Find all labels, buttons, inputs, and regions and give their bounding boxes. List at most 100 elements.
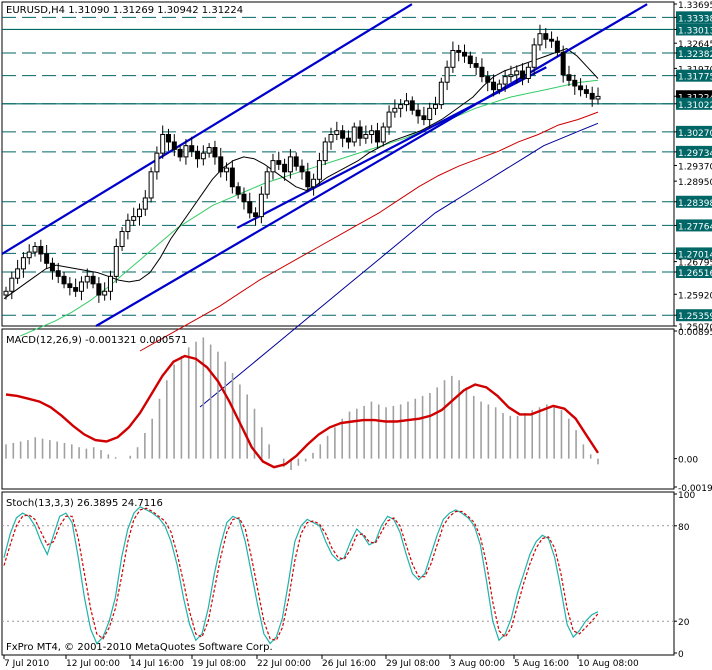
price-tick-label: 1.31775 (678, 73, 712, 83)
candle-body (206, 147, 212, 154)
time-tick-label: 14 Jul 16:00 (130, 659, 184, 669)
candle-body (473, 63, 479, 68)
candle-body (183, 145, 189, 158)
candle-body (374, 130, 380, 143)
time-tick-label: 12 Jul 00:00 (66, 659, 120, 669)
macd-tick-label: 0.00 (678, 456, 698, 466)
price-label-box (676, 247, 712, 260)
stoch-tick-label: 100 (678, 491, 695, 501)
candle-body (432, 104, 438, 109)
price-tick-label: 1.26516 (678, 269, 712, 279)
candle-body (531, 44, 537, 68)
candle-body (84, 275, 90, 283)
candle-body (218, 156, 224, 173)
candle-body (456, 49, 462, 53)
candle-body (142, 197, 148, 210)
candle-body (247, 201, 253, 214)
candle-body (595, 95, 601, 100)
price-label-box (676, 69, 712, 82)
time-tick-label: 29 Jul 08:00 (386, 659, 440, 669)
candle-body (508, 74, 514, 78)
price-tick-label: 1.28398 (678, 199, 712, 209)
time-tick-label: 3 Aug 00:00 (450, 659, 505, 669)
price-label-box (676, 266, 712, 279)
candle-body (345, 137, 351, 143)
candle-body (96, 283, 102, 296)
candle-body (26, 251, 32, 259)
candle-body (15, 268, 21, 279)
time-tick-label: 10 Aug 08:00 (578, 659, 639, 669)
candle-body (462, 51, 468, 57)
macd-tick-label: 0.00895 (678, 328, 712, 338)
price-label-box (676, 195, 712, 208)
candle-body (131, 216, 137, 221)
price-tick-label: 1.28950 (678, 178, 712, 188)
candle-body (543, 33, 549, 40)
candle-body (189, 145, 195, 152)
candle-body (525, 66, 531, 79)
stoch-tick-label: 0 (678, 650, 684, 660)
price-panel-frame (1, 1, 675, 327)
candle-body (363, 133, 369, 139)
candle-body (102, 290, 108, 296)
price-tick-label: 1.33695 (678, 1, 712, 11)
price-tick-label: 1.32645 (678, 40, 712, 50)
time-tick-label: 22 Jul 00:00 (257, 659, 311, 669)
candle-body (258, 193, 264, 218)
candle-body (357, 126, 363, 139)
price-tick-label: 1.31022 (678, 101, 712, 111)
candle-body (282, 163, 288, 173)
candle-body (328, 133, 334, 143)
ma-fast-line (3, 48, 599, 300)
candle-body (305, 171, 311, 188)
price-tick-label: 1.29370 (678, 162, 712, 172)
candle-body (369, 130, 375, 135)
macd-signal-line (5, 354, 600, 469)
candle-body (351, 126, 357, 143)
candle-body (491, 81, 497, 91)
candle-body (421, 115, 427, 121)
candle-body (212, 147, 218, 158)
candle-body (392, 107, 398, 113)
price-label-box (676, 219, 712, 232)
candle-body (224, 167, 230, 173)
candle-body (200, 152, 206, 160)
channel-lower-line (236, 66, 547, 229)
candle-body (496, 83, 502, 91)
price-label-box (676, 23, 712, 36)
candle-body (49, 262, 55, 272)
price-tick-label: 1.25359 (678, 312, 712, 322)
time-tick-label: 5 Aug 16:00 (514, 659, 569, 669)
price-tick-label: 1.30270 (678, 129, 712, 139)
candle-body (322, 141, 328, 162)
macd-panel-frame (1, 328, 675, 490)
price-tick-label: 1.32382 (678, 50, 712, 60)
price-tick-label: 1.25070 (678, 323, 712, 333)
candle-body (380, 126, 386, 143)
stoch-d-line (3, 507, 599, 642)
price-title: EURUSD,H4 1.31090 1.31269 1.30942 1.3122… (6, 5, 243, 16)
candle-body (125, 219, 131, 233)
candle-body (171, 141, 177, 150)
price-label-box (676, 145, 712, 158)
candle-body (38, 245, 44, 255)
price-tick-label: 1.25920 (678, 291, 712, 301)
candle-body (44, 253, 50, 264)
candle-body (554, 40, 560, 53)
stoch-title: Stoch(13,3,3) 26.3895 24.7116 (6, 498, 163, 509)
candle-body (113, 245, 119, 277)
price-label-box (676, 11, 712, 24)
candle-body (578, 85, 584, 91)
candle-body (485, 76, 491, 83)
candle-body (583, 89, 589, 94)
candle-body (253, 212, 259, 218)
price-label-box (676, 125, 712, 138)
candle-body (241, 193, 247, 203)
candle-body (398, 104, 404, 109)
candle-body (136, 208, 142, 218)
candle-body (415, 109, 421, 117)
candle-body (386, 111, 392, 128)
stoch-plot (2, 505, 674, 645)
candle-body (520, 70, 526, 79)
price-tick-label: 1.33013 (678, 26, 712, 36)
